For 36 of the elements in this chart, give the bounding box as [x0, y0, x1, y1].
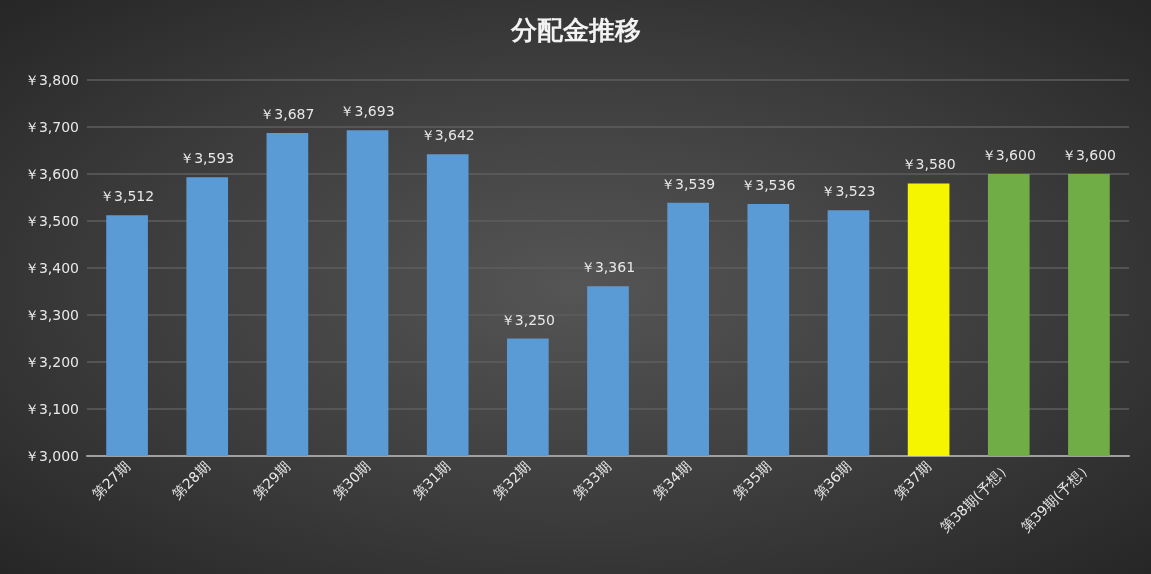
data-label: ￥3,642 [420, 127, 475, 144]
y-tick-label: ￥3,500 [24, 213, 79, 229]
x-tick-label: 第38期(予想） [937, 458, 1015, 536]
data-label: ￥3,536 [741, 177, 796, 194]
y-tick-label: ￥3,700 [24, 119, 79, 135]
x-tick-label: 第33期 [569, 458, 614, 503]
data-label: ￥3,600 [1061, 147, 1116, 163]
data-label: ￥3,593 [180, 150, 235, 167]
x-tick-label: 第28期 [169, 458, 213, 503]
x-tick-label: 第29期 [249, 458, 294, 503]
data-label: ￥3,580 [901, 156, 956, 173]
data-label: ￥3,512 [100, 188, 155, 205]
data-label: ￥3,523 [821, 183, 876, 200]
data-label: ￥3,250 [500, 311, 555, 328]
x-tick-label: 第27期 [89, 458, 133, 503]
data-label: ￥3,687 [260, 106, 315, 123]
x-tick-label: 第31期 [409, 458, 454, 503]
x-tick-label: 第39期(予想） [1017, 458, 1095, 536]
data-label: ￥3,600 [981, 147, 1036, 163]
x-tick-label: 第30期 [329, 458, 374, 503]
x-tick-label: 第32期 [489, 458, 534, 503]
x-tick-label: 第36期 [810, 458, 855, 503]
y-tick-label: ￥3,400 [24, 260, 79, 276]
data-label: ￥3,361 [580, 259, 636, 276]
y-tick-label: ￥3,000 [24, 448, 79, 464]
x-tick-label: 第37期 [890, 458, 935, 503]
data-label: ￥3,539 [661, 175, 716, 192]
x-tick-label: 第34期 [650, 458, 694, 503]
x-tick-label: 第35期 [730, 458, 774, 503]
y-tick-label: ￥3,100 [24, 401, 79, 417]
y-tick-label: ￥3,300 [24, 307, 79, 323]
y-tick-label: ￥3,200 [24, 354, 79, 370]
y-tick-label: ￥3,600 [24, 166, 79, 182]
data-label: ￥3,693 [340, 103, 395, 120]
y-tick-label: ￥3,800 [24, 72, 79, 88]
chart-title: 分配金推移 [509, 15, 641, 45]
